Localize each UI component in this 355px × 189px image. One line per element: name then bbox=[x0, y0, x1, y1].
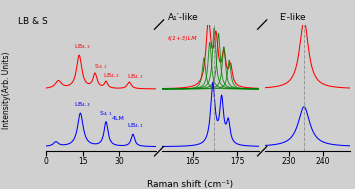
Text: LB & S: LB & S bbox=[18, 17, 48, 26]
Text: LB$_{4,3}$: LB$_{4,3}$ bbox=[74, 43, 92, 51]
Text: S$_{4,1}$: S$_{4,1}$ bbox=[99, 110, 112, 118]
Text: S$_{3,1}$: S$_{3,1}$ bbox=[94, 63, 107, 71]
Text: LB$_{4,3}$: LB$_{4,3}$ bbox=[74, 101, 92, 109]
Text: Raman shift (cm⁻¹): Raman shift (cm⁻¹) bbox=[147, 180, 233, 189]
Text: LB$_{4,2}$: LB$_{4,2}$ bbox=[103, 72, 120, 80]
Text: LB$_{4,1}$: LB$_{4,1}$ bbox=[127, 122, 144, 130]
Text: LB$_{4,1}$: LB$_{4,1}$ bbox=[127, 73, 144, 81]
Text: 4LM: 4LM bbox=[112, 116, 125, 121]
Text: Intensity(Arb. Units): Intensity(Arb. Units) bbox=[2, 52, 11, 129]
Text: E′-like: E′-like bbox=[280, 13, 306, 22]
Text: A₁′-like: A₁′-like bbox=[168, 13, 198, 22]
Text: t(1+3)LM: t(1+3)LM bbox=[167, 36, 197, 41]
